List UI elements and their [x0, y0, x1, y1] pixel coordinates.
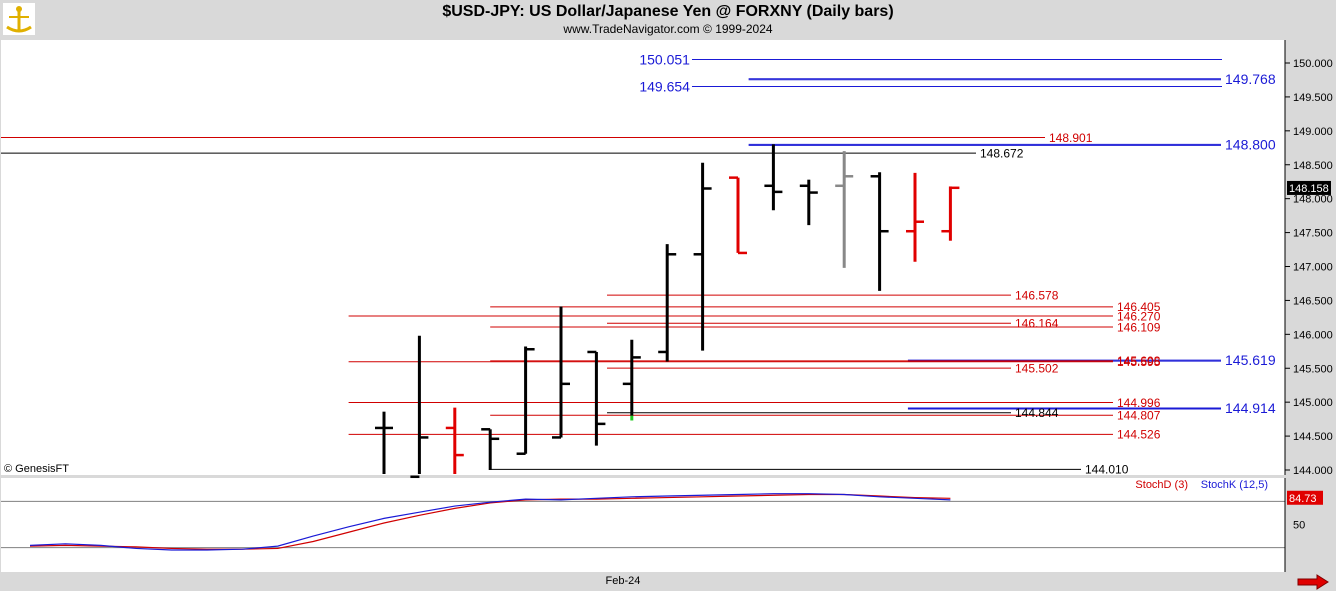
ohlc-bar[interactable] — [516, 346, 535, 455]
price-tick-label: 146.000 — [1293, 329, 1333, 341]
level-label: 145.502 — [1015, 361, 1059, 375]
level-label: 144.914 — [1225, 400, 1276, 416]
time-label: Feb-24 — [606, 575, 641, 587]
ohlc-bar[interactable] — [587, 350, 606, 446]
level-label: 146.270 — [1117, 309, 1161, 323]
stoch-tick-label: 50 — [1293, 520, 1305, 532]
ohlc-bar[interactable] — [799, 179, 818, 226]
level-label: 145.608 — [1117, 354, 1161, 368]
price-tick-label: 146.500 — [1293, 295, 1333, 307]
ohlc-bar[interactable] — [729, 176, 747, 255]
stoch-d-legend: StochD (3) — [1135, 479, 1188, 491]
price-tick-label: 149.500 — [1293, 92, 1333, 104]
chart-subtitle: www.TradeNavigator.com © 1999-2024 — [563, 22, 773, 36]
level-label: 149.768 — [1225, 71, 1276, 87]
level-label: 144.010 — [1085, 463, 1129, 477]
ohlc-bar[interactable] — [658, 244, 677, 362]
level-label: 149.654 — [639, 79, 690, 95]
level-label: 148.672 — [980, 146, 1024, 160]
level-148-800 — [748, 143, 1221, 146]
price-tick-label: 147.000 — [1293, 262, 1333, 274]
copyright-label: © GenesisFT — [4, 463, 69, 475]
level-label: 150.051 — [639, 52, 690, 68]
level-label: 146.164 — [1015, 317, 1059, 331]
level-label: 145.619 — [1225, 352, 1276, 368]
ohlc-bar[interactable] — [906, 172, 924, 262]
level-144-914 — [907, 407, 1221, 410]
ohlc-bar[interactable] — [835, 151, 854, 268]
price-tick-label: 149.000 — [1293, 126, 1333, 138]
ohlc-bar[interactable] — [410, 335, 429, 479]
ohlc-bar[interactable] — [693, 162, 712, 351]
ohlc-bar[interactable] — [941, 186, 960, 241]
level-label: 144.807 — [1117, 409, 1161, 423]
stoch-series-line — [29, 493, 951, 550]
level-label: 148.901 — [1049, 131, 1093, 145]
level-label: 146.109 — [1117, 320, 1161, 334]
stoch-last-label: 84.73 — [1289, 493, 1317, 505]
genesis-logo-icon — [3, 3, 35, 35]
level-149-768 — [748, 78, 1221, 81]
level-label: 144.844 — [1015, 406, 1059, 420]
price-tick-label: 144.500 — [1293, 431, 1333, 443]
price-tick-label: 147.500 — [1293, 228, 1333, 240]
price-tick-label: 145.500 — [1293, 363, 1333, 375]
ohlc-bar[interactable] — [622, 339, 641, 416]
level-label: 148.800 — [1225, 136, 1276, 152]
ohlc-bar[interactable] — [870, 172, 889, 291]
level-label: 146.405 — [1117, 300, 1161, 314]
price-tick-label: 148.500 — [1293, 160, 1333, 172]
scroll-right-arrow-icon[interactable] — [1297, 574, 1329, 590]
level-label: 146.578 — [1015, 288, 1059, 302]
last-price-label: 148.158 — [1289, 183, 1329, 195]
last-price-box — [1287, 180, 1331, 195]
ohlc-bar[interactable] — [481, 428, 500, 470]
level-label: 144.526 — [1117, 428, 1161, 442]
level-label: 145.595 — [1117, 355, 1161, 369]
ohlc-bar[interactable] — [445, 407, 464, 474]
price-tick-label: 144.000 — [1293, 465, 1333, 477]
price-tick-label: 148.000 — [1293, 194, 1333, 206]
stochastic-panel — [1, 478, 1285, 572]
ohlc-bar[interactable] — [552, 306, 570, 439]
level-label: 144.996 — [1117, 396, 1161, 410]
stoch-last-box — [1287, 490, 1323, 505]
main-panel — [1, 40, 1285, 475]
chart-title: $USD-JPY: US Dollar/Japanese Yen @ FORXN… — [442, 3, 894, 20]
ohlc-bar[interactable] — [375, 411, 393, 474]
ohlc-bar[interactable] — [764, 144, 783, 211]
stoch-series-line — [29, 493, 951, 551]
stoch-k-legend: StochK (12,5) — [1201, 479, 1268, 491]
price-tick-label: 145.000 — [1293, 397, 1333, 409]
price-tick-label: 150.000 — [1293, 58, 1333, 70]
